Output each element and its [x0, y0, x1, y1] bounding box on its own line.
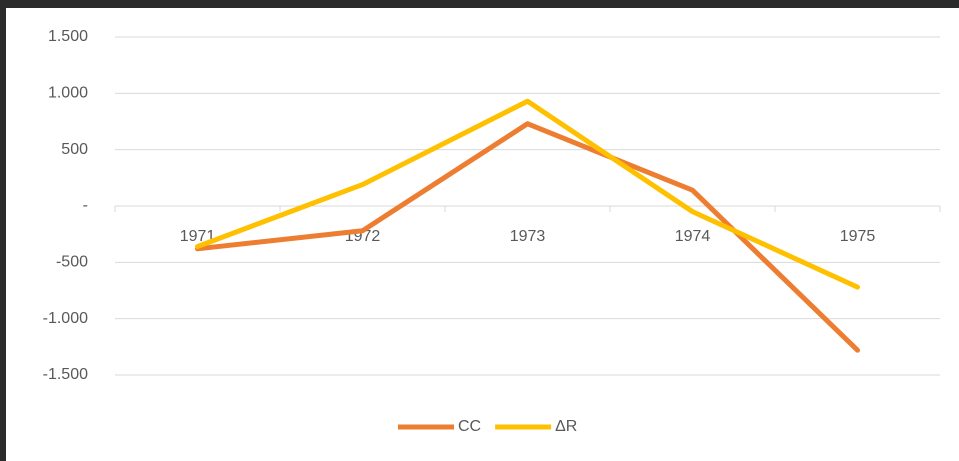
- y-tick-label: 500: [61, 141, 88, 158]
- x-tick-label: 1975: [840, 228, 876, 245]
- x-tick-label: 1973: [510, 228, 546, 245]
- x-tick-label: 1974: [675, 228, 711, 245]
- legend-label: CC: [458, 418, 481, 435]
- y-tick-label: -500: [56, 254, 88, 271]
- chart-area: [6, 8, 959, 461]
- y-tick-label: 1.500: [48, 28, 88, 45]
- y-tick-label: -1.000: [43, 310, 88, 327]
- series-line: [195, 121, 860, 353]
- y-tick-label: -1.500: [43, 366, 88, 383]
- y-tick-label: 1.000: [48, 85, 88, 102]
- y-tick-label: -: [83, 197, 88, 214]
- series-line: [195, 98, 860, 290]
- legend-label: ΔR: [555, 418, 577, 435]
